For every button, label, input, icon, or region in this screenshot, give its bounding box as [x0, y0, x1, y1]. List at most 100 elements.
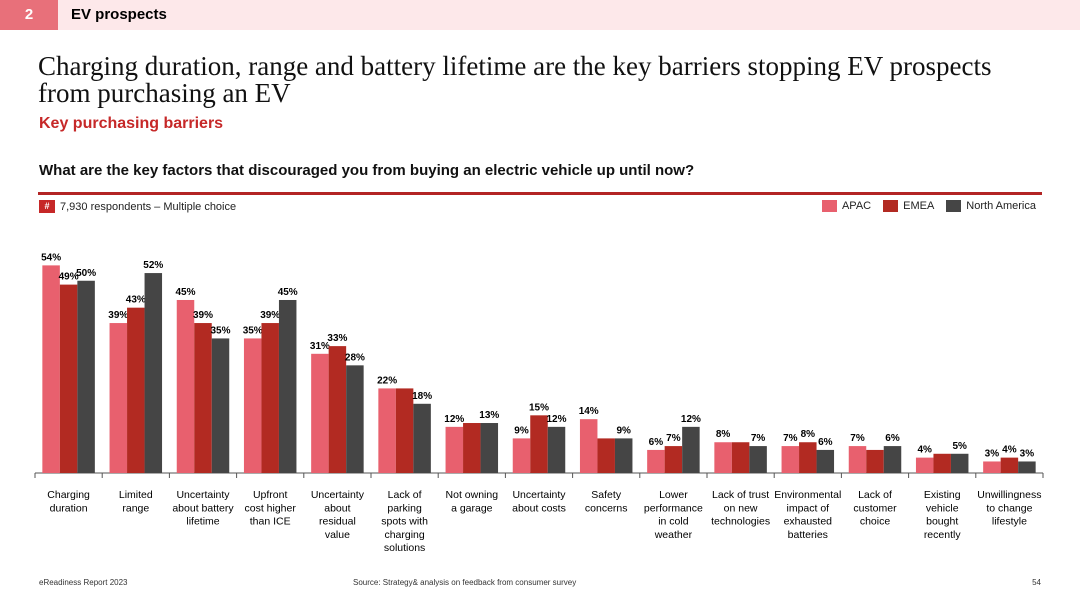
respondents-note: # 7,930 respondents – Multiple choice — [39, 200, 236, 213]
category-label: weather — [654, 529, 693, 541]
data-label-emea: 7% — [666, 433, 681, 444]
legend-label-north-america: North America — [966, 200, 1036, 212]
data-label-north-america: 9% — [616, 425, 631, 436]
bar-north-america — [480, 423, 499, 473]
bar-apac — [579, 419, 598, 473]
chart-legend: APAC EMEA North America — [810, 200, 1036, 212]
bar-apac — [311, 353, 329, 473]
bar-north-america — [413, 403, 431, 473]
category-label: to change — [986, 502, 1032, 514]
data-label-emea: 4% — [1002, 445, 1017, 456]
category-label: performance — [644, 502, 703, 514]
category-label: parking — [387, 502, 422, 514]
category-label: vehicle — [926, 502, 959, 514]
data-label-apac: 12% — [444, 414, 464, 425]
category-label: Charging — [47, 489, 90, 501]
bar-emea — [127, 307, 145, 473]
bar-north-america — [682, 426, 700, 473]
bar-emea — [194, 323, 212, 473]
data-label-north-america: 5% — [952, 441, 967, 452]
data-label-north-america: 6% — [818, 437, 833, 448]
category-label: choice — [860, 516, 891, 528]
bar-emea — [866, 449, 884, 473]
data-label-north-america: 52% — [143, 260, 163, 271]
bar-emea — [799, 442, 817, 473]
category-label: residual — [319, 516, 356, 528]
data-label-north-america: 12% — [546, 414, 566, 425]
bar-north-america — [816, 449, 835, 473]
page-subtitle: Key purchasing barriers — [39, 115, 224, 132]
data-label-north-america: 12% — [681, 414, 701, 425]
data-label-emea: 33% — [327, 333, 347, 344]
category-label: Lower — [659, 489, 688, 501]
bar-emea — [261, 323, 279, 473]
data-label-apac: 31% — [310, 341, 330, 352]
data-label-apac: 6% — [649, 437, 664, 448]
bar-apac — [42, 265, 60, 473]
category-label: Uncertainty — [512, 489, 566, 501]
bar-apac — [445, 426, 464, 473]
data-label-apac: 4% — [917, 445, 932, 456]
bar-emea — [664, 446, 683, 473]
data-label-north-america: 7% — [751, 433, 766, 444]
category-label: Limited — [119, 489, 153, 501]
bar-apac — [714, 442, 732, 473]
data-label-emea: 15% — [529, 402, 549, 413]
category-label: duration — [50, 502, 88, 514]
category-label: solutions — [384, 542, 425, 554]
category-label: impact of — [786, 502, 829, 514]
category-label: Upfront — [253, 489, 288, 501]
bar-north-america — [614, 438, 633, 473]
bar-north-america — [749, 446, 767, 473]
data-label-emea: 43% — [126, 295, 146, 306]
category-label: Uncertainty — [176, 489, 230, 501]
category-label: Uncertainty — [311, 489, 365, 501]
data-label-emea: 39% — [193, 310, 213, 321]
footer-report: eReadiness Report 2023 — [39, 578, 128, 587]
category-label: technologies — [711, 516, 770, 528]
category-label: bought — [926, 516, 958, 528]
legend-item-north-america: North America — [946, 200, 1036, 212]
bar-emea — [530, 415, 548, 473]
data-label-north-america: 35% — [210, 325, 230, 336]
category-label: on new — [724, 502, 758, 514]
bar-apac — [915, 457, 934, 473]
category-label: than ICE — [250, 516, 291, 528]
data-label-emea: 39% — [260, 310, 280, 321]
category-label: cost higher — [245, 502, 297, 514]
data-label-apac: 39% — [108, 310, 128, 321]
category-label: about battery — [172, 502, 234, 514]
category-label: batteries — [788, 529, 828, 541]
data-label-apac: 7% — [850, 433, 865, 444]
category-label: Existing — [924, 489, 961, 501]
bar-north-america — [346, 365, 364, 473]
data-label-north-america: 13% — [479, 410, 499, 421]
category-label: concerns — [585, 502, 628, 514]
bar-apac — [848, 446, 867, 473]
bar-apac — [512, 438, 531, 473]
category-label: Lack of — [858, 489, 892, 501]
category-label: spots with — [381, 516, 428, 528]
footer-source: Source: Strategy& analysis on feedback f… — [353, 578, 577, 587]
category-label: range — [122, 502, 149, 514]
data-label-apac: 22% — [377, 375, 397, 386]
survey-question: What are the key factors that discourage… — [39, 162, 695, 179]
legend-item-apac: APAC — [821, 200, 871, 212]
bar-emea — [328, 346, 347, 473]
category-label: value — [325, 529, 350, 541]
category-label: recently — [924, 529, 962, 541]
category-label: Safety — [591, 489, 622, 501]
category-label: Lack of — [388, 489, 422, 501]
page-number-badge: 2 — [0, 0, 58, 30]
category-label: lifetime — [186, 516, 219, 528]
data-label-north-america: 6% — [885, 433, 900, 444]
legend-swatch-apac — [821, 200, 837, 212]
data-label-apac: 3% — [985, 448, 1000, 459]
bar-apac — [781, 446, 800, 473]
category-label: a garage — [451, 502, 493, 514]
data-label-apac: 54% — [41, 252, 61, 263]
data-label-apac: 45% — [175, 287, 195, 298]
category-label: about — [324, 502, 350, 514]
data-label-apac: 8% — [716, 429, 731, 440]
